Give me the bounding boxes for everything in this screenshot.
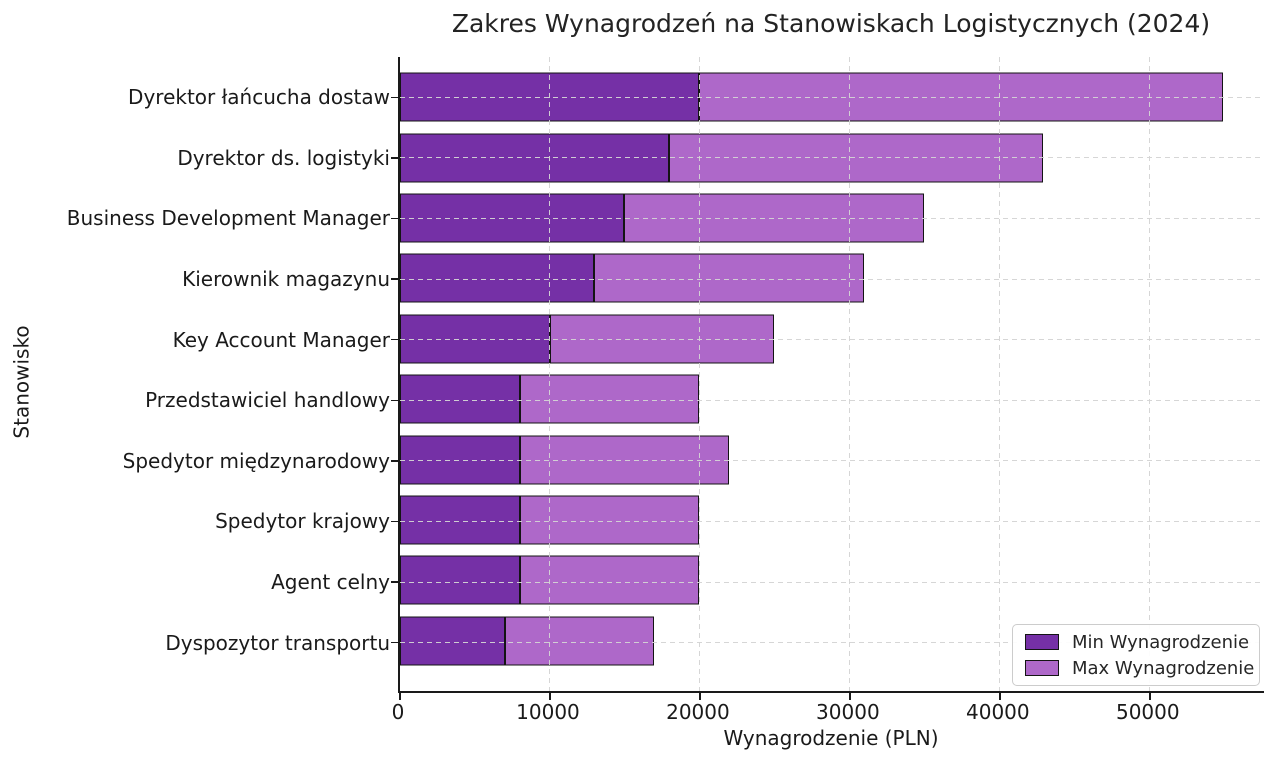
legend-swatch-max (1025, 660, 1059, 676)
y-tick-mark (391, 338, 398, 341)
x-axis-label: Wynagrodzenie (PLN) (723, 726, 939, 750)
bar-min-segment (400, 616, 505, 666)
category-label: Dyrektor łańcucha dostaw (128, 85, 390, 110)
bar-row (400, 188, 1264, 248)
legend-label-min: Min Wynagrodzenie (1072, 631, 1250, 653)
bar-max-segment (669, 133, 1044, 183)
bar-min-segment (400, 253, 595, 303)
category-label: Kierownik magazynu (182, 267, 390, 292)
y-tick-mark (391, 278, 398, 280)
bar-row (400, 127, 1264, 187)
category-label: Dyrektor ds. logistyki (177, 145, 390, 170)
x-tick-label: 50000 (1115, 700, 1180, 724)
x-tick-label: 30000 (816, 700, 880, 724)
x-tick-mark (999, 693, 1001, 700)
y-tick-mark (391, 460, 398, 462)
bar-row (400, 611, 1264, 671)
y-tick-mark (391, 217, 398, 220)
x-tick-mark (849, 693, 851, 700)
legend-item-max: Max Wynagrodzenie (1025, 658, 1254, 679)
bar-max-segment (519, 495, 700, 545)
x-tick-mark (549, 693, 551, 700)
plot-area (391, 57, 1264, 700)
bar-max-segment (624, 193, 924, 243)
bars-layer (400, 57, 1264, 691)
x-tick-label: 40000 (966, 700, 1030, 724)
bar-max-segment (504, 616, 655, 666)
chart-title: Zakres Wynagrodzeń na Stanowiskach Logis… (451, 9, 1211, 38)
y-tick-mark (391, 641, 398, 644)
bar-min-segment (400, 555, 520, 605)
bar-max-segment (594, 253, 864, 303)
x-tick-mark (1149, 693, 1151, 700)
bar-max-segment (519, 374, 700, 424)
bar-min-segment (400, 495, 520, 545)
x-tick-label: 20000 (666, 700, 730, 724)
bar-max-segment (699, 72, 1223, 122)
x-tick-label: 10000 (516, 700, 580, 724)
y-tick-mark (391, 399, 398, 402)
bar-row (400, 67, 1264, 127)
bar-min-segment (400, 72, 700, 122)
bar-max-segment (519, 555, 700, 605)
bar-row (400, 309, 1264, 369)
bar-row (400, 550, 1264, 610)
bar-min-segment (400, 314, 550, 364)
category-label: Przedstawiciel handlowy (145, 388, 390, 413)
legend-swatch-min (1025, 634, 1059, 650)
legend-label-max: Max Wynagrodzenie (1072, 657, 1255, 679)
legend: Min Wynagrodzenie Max Wynagrodzenie (1012, 624, 1260, 686)
bar-min-segment (400, 193, 625, 243)
x-tick-mark (699, 693, 701, 700)
category-label: Agent celny (271, 570, 390, 595)
category-label: Dyspozytor transportu (165, 630, 390, 655)
y-tick-mark (391, 520, 398, 523)
bar-min-segment (400, 374, 520, 424)
y-tick-mark (391, 157, 398, 159)
y-tick-labels: Dyrektor łańcucha dostaw Dyrektor ds. log… (0, 57, 390, 693)
y-tick-mark (391, 96, 398, 99)
category-label: Business Development Manager (66, 206, 390, 231)
x-tick-label: 0 (391, 700, 405, 724)
bar-row (400, 369, 1264, 429)
bar-min-segment (400, 435, 520, 485)
category-label: Spedytor krajowy (215, 509, 390, 534)
y-tick-mark (391, 581, 398, 583)
legend-item-min: Min Wynagrodzenie (1025, 631, 1250, 653)
bar-min-segment (400, 133, 670, 183)
bar-max-segment (549, 314, 775, 364)
bar-row (400, 248, 1264, 308)
bar-row (400, 429, 1264, 489)
category-label: Key Account Manager (172, 327, 390, 352)
bar-max-segment (519, 435, 730, 485)
category-label: Spedytor międzynarodowy (122, 448, 390, 473)
x-tick-mark (399, 693, 401, 700)
bar-row (400, 490, 1264, 550)
